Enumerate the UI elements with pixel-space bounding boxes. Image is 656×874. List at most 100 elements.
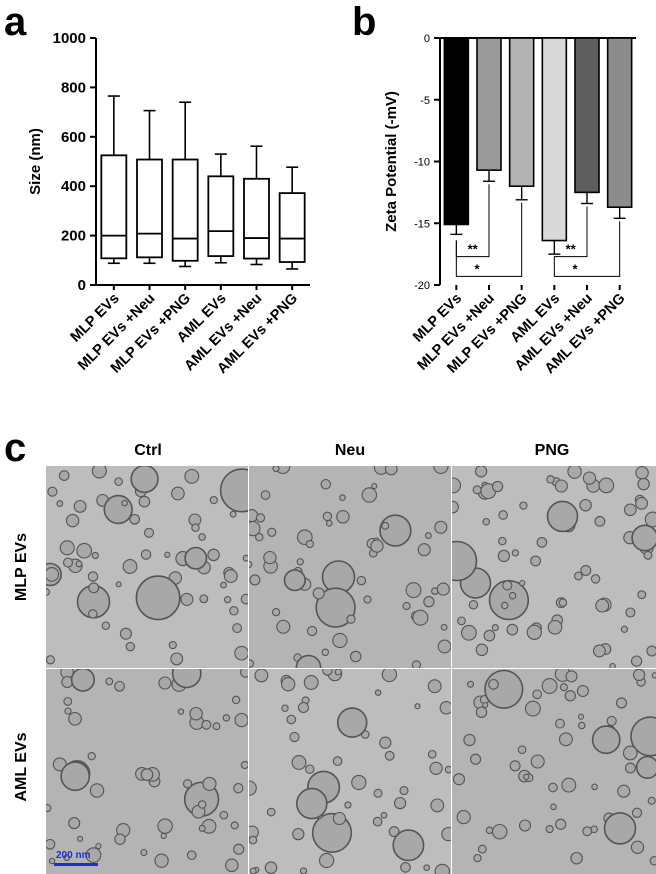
vesicle [474, 466, 488, 478]
vesicle [191, 523, 200, 532]
bar-5 [574, 37, 600, 194]
vesicle [484, 669, 524, 709]
vesicle [184, 546, 208, 570]
vesicle [384, 466, 398, 476]
box-iqr [136, 158, 163, 259]
vesicle [427, 679, 442, 694]
significance-label: ** [468, 242, 479, 257]
vesicle [171, 486, 185, 501]
vesicle [263, 550, 277, 565]
column-header-ctrl: Ctrl [134, 442, 162, 459]
vesicle [119, 627, 132, 640]
y-tick-label: 200 [61, 228, 86, 245]
vesicle [281, 677, 296, 692]
vesicle [488, 679, 499, 690]
y-tick-label: 400 [61, 178, 86, 195]
vesicle [320, 479, 332, 490]
vesicle [154, 853, 169, 868]
vesicle [240, 669, 248, 678]
y-tick-label: -10 [414, 157, 430, 169]
micrograph-aml-png [452, 669, 656, 874]
vesicle [336, 707, 368, 738]
vesicle [267, 527, 277, 537]
vesicle [423, 864, 431, 871]
panel-label-a: a [4, 0, 27, 44]
vesicle [546, 475, 555, 484]
vesicle [272, 466, 280, 473]
vesicle [209, 495, 218, 505]
vesicle [46, 804, 52, 813]
vesicle [508, 591, 517, 600]
vesicle [222, 714, 231, 722]
bar-4 [541, 37, 568, 242]
vesicle [384, 750, 395, 761]
significance-label: * [474, 261, 480, 276]
vesicle [46, 655, 56, 665]
vesicle [361, 487, 378, 503]
vesicle [60, 761, 91, 792]
vesicle [242, 554, 248, 562]
vesicle [412, 609, 429, 626]
vesicle [452, 773, 466, 786]
micrograph-aml-neu [249, 669, 451, 874]
vesicle [565, 670, 578, 683]
micrograph-aml-ctrl [46, 669, 248, 874]
vesicle [603, 812, 637, 845]
vesicle [349, 650, 362, 663]
vesicle [46, 567, 60, 582]
vesicle [582, 471, 597, 485]
vesicle [140, 848, 148, 857]
vesicle [158, 676, 172, 690]
bar-6 [606, 37, 633, 208]
vesicle [249, 867, 257, 874]
vesicle [631, 524, 656, 552]
vesicle [291, 755, 307, 770]
vesicle [233, 783, 244, 794]
vesicle [249, 560, 253, 568]
vesicle [439, 701, 451, 715]
vesicle [635, 466, 649, 480]
vesicle [630, 655, 643, 667]
vesicle [62, 557, 74, 568]
vesicle [88, 582, 100, 594]
vesicle [231, 695, 241, 705]
vesicle [121, 499, 128, 507]
vesicle [511, 549, 520, 557]
vesicle [138, 495, 151, 508]
vesicle [554, 479, 568, 493]
y-tick-label: 0 [78, 277, 86, 294]
micrograph-texture [46, 466, 248, 668]
vesicle [463, 733, 476, 747]
vesicle [452, 477, 462, 494]
vesicle [303, 675, 319, 690]
vesicle [635, 755, 656, 779]
micrograph-texture [249, 466, 451, 668]
vesicle [271, 608, 281, 617]
micrograph-texture [452, 466, 656, 668]
vesicle [212, 722, 221, 731]
vesicle [125, 641, 136, 652]
vesicle [189, 706, 203, 721]
vesicle [630, 716, 656, 757]
vesicle [289, 731, 300, 743]
significance-bracket [553, 206, 588, 261]
bar-1 [443, 37, 470, 226]
vesicle [77, 835, 84, 842]
vesicle [184, 468, 200, 484]
vesicle [405, 582, 422, 599]
vesicle [170, 652, 184, 666]
vesicle [558, 732, 573, 747]
vesicle [555, 718, 565, 729]
vesicle [441, 826, 451, 842]
vesicle [180, 592, 194, 606]
vesicle [646, 645, 656, 657]
vesicle [547, 619, 563, 635]
vesicle [164, 551, 171, 558]
vesicle [332, 632, 348, 649]
row-header-mlp-evs: MLP EVs [13, 532, 30, 602]
vesicle [393, 796, 407, 810]
vesicle [160, 832, 167, 840]
vesicle [143, 527, 155, 538]
vesicle [580, 565, 592, 576]
vesicle [440, 623, 448, 631]
